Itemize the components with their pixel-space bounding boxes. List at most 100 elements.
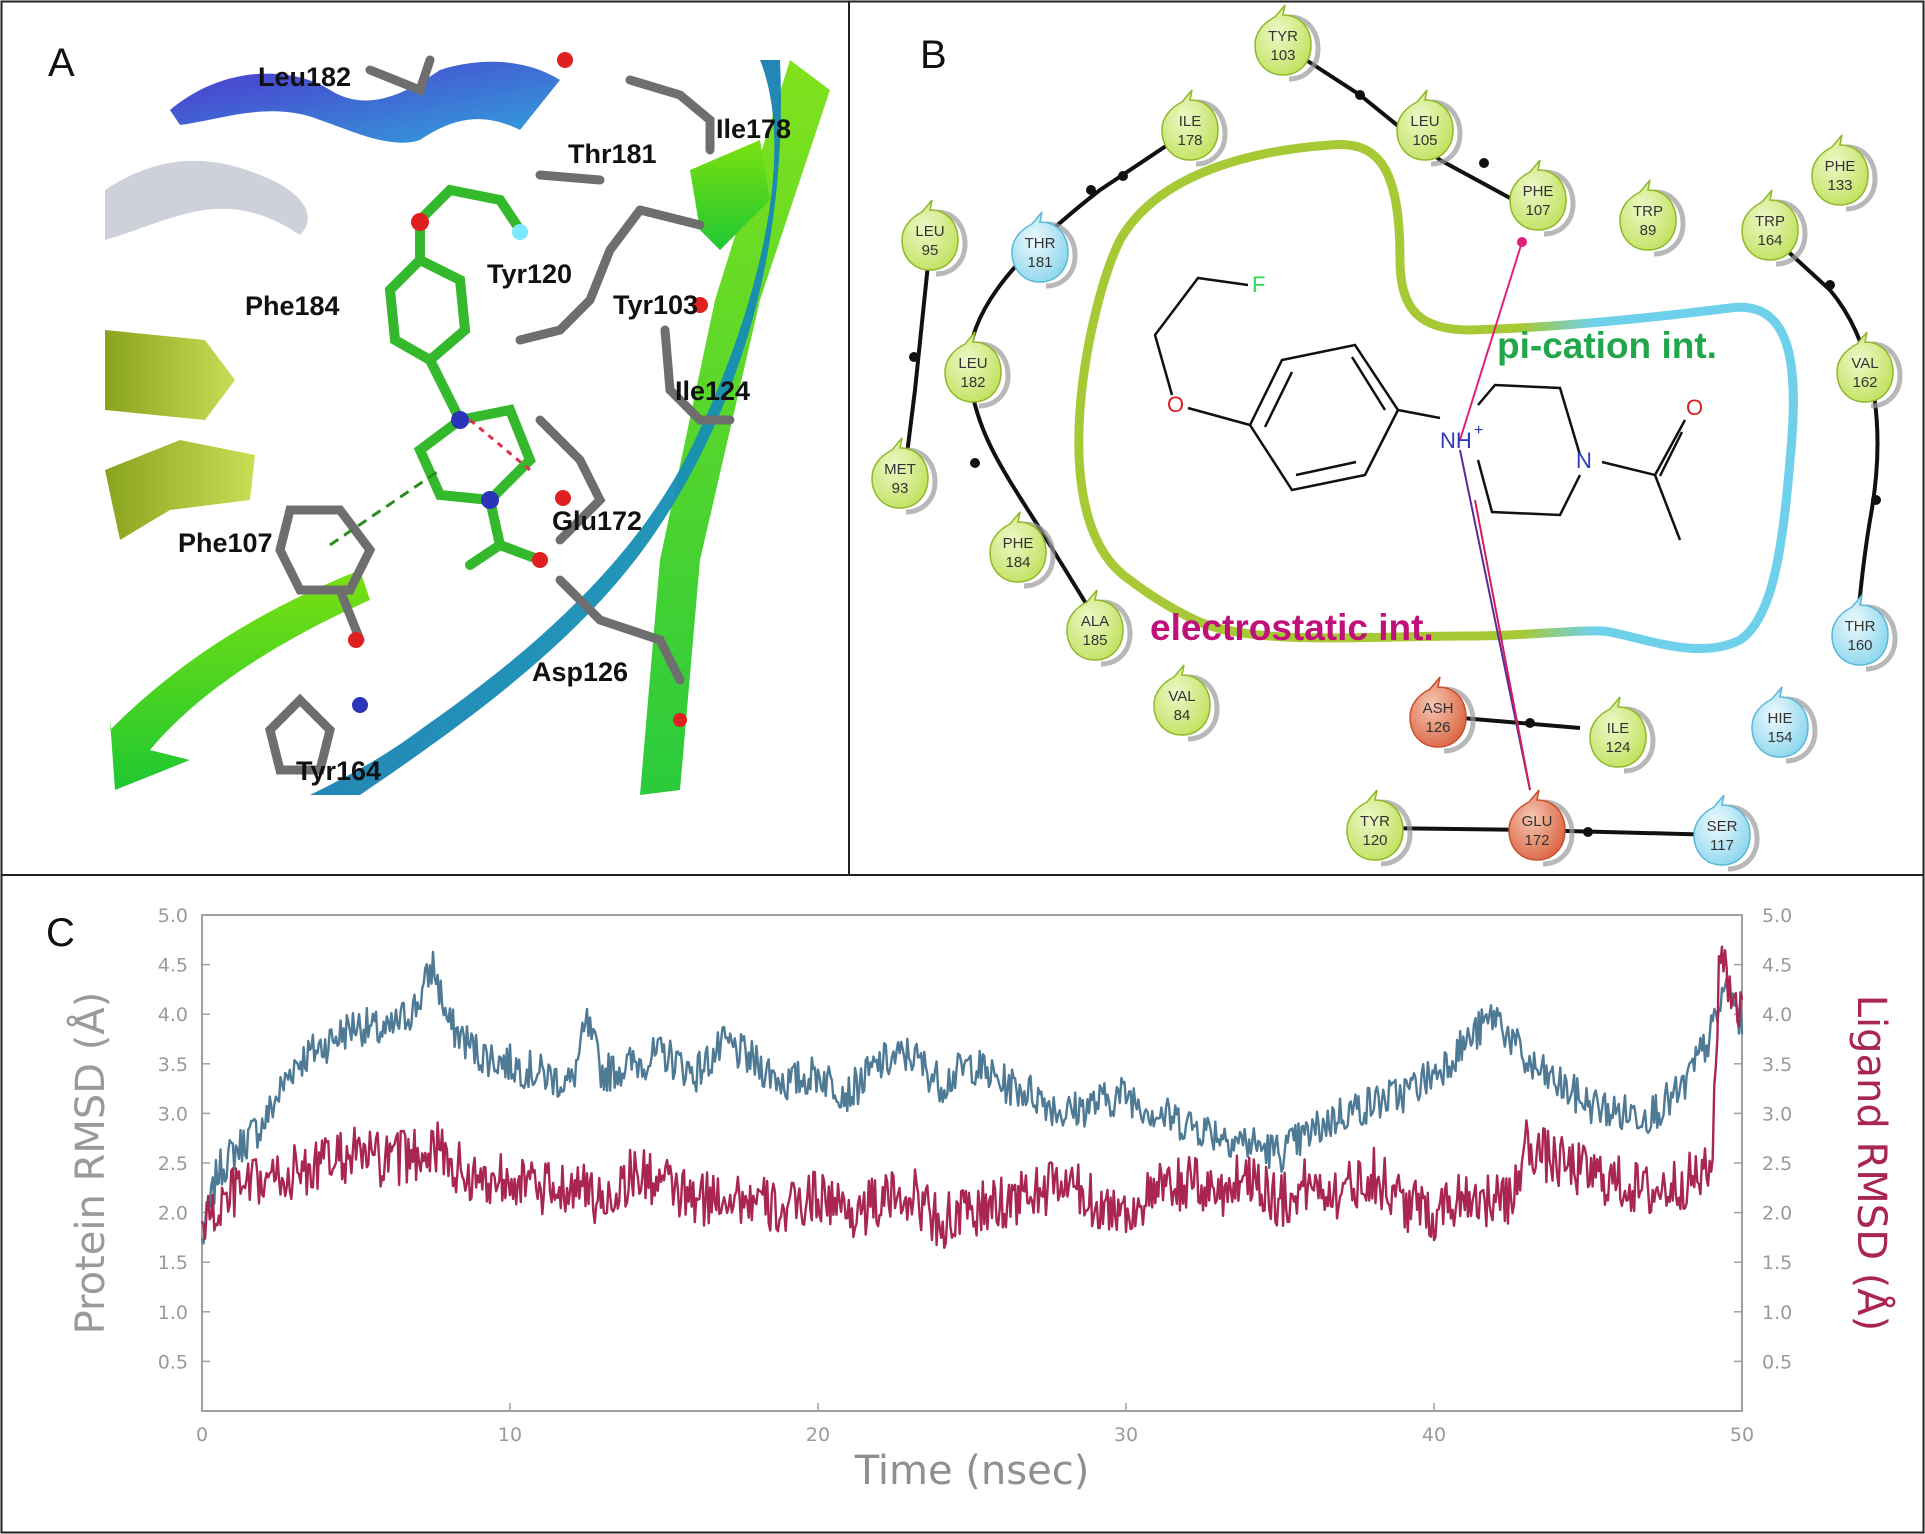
residue-name: ALA [1081,613,1109,630]
residue-number: 133 [1827,177,1852,194]
y-tick-label-left: 1.0 [158,1302,188,1324]
pi-cation-dash [329,468,441,547]
residue-bubble-body [1011,211,1069,283]
y-tick-label-right: 2.5 [1762,1153,1792,1175]
ligand-piperazine-ring [1476,383,1582,517]
ligand-oxygen-atom [411,213,429,231]
residue-bubble-shadow [1845,144,1878,212]
residue-number: 154 [1767,729,1792,746]
residue-bubble-body [989,511,1047,583]
residue-bubble-shadow [1653,189,1686,257]
residue-nitrogen-1 [352,697,368,713]
residue-bubble-thr160: THR 160 [1831,594,1898,672]
y-tick-label-left: 4.0 [158,1004,188,1026]
residue-bubble-phe107: PHE 107 [1509,159,1576,237]
sticks-tyr164 [265,693,335,775]
y-tick-label-right: 4.0 [1762,1004,1792,1026]
residue-name: PHE [1003,535,1034,552]
residue-bubble-shadow [1430,99,1463,167]
electrostatic-line-2 [1474,499,1531,791]
residue-number: 89 [1640,222,1657,239]
ligand-atoms [348,52,708,727]
sticks-leu182 [365,55,435,96]
y-tick-label-left: 2.5 [158,1153,188,1175]
residue-number: 117 [1710,837,1734,854]
ligand-cation-label: NH [1440,428,1472,453]
residue-label-ile124: Ile124 [675,376,750,406]
strand-green-mid [690,140,770,250]
y-tick-label-right: 0.5 [1762,1351,1792,1373]
residue-name: PHE [1825,158,1856,175]
ligand-amide-nitrogen-label: N [1576,448,1592,473]
ligand-nitrogen-atom-2 [481,491,499,509]
sticks-glu172 [535,415,606,545]
strand-olive-left-2 [105,440,255,540]
residue-bubble-shadow [1100,599,1133,667]
backbone-tyr103-phe107 [1281,43,1511,200]
x-tick-label: 40 [1422,1424,1446,1446]
chart-lines [200,945,1744,1249]
x-tick-label: 0 [196,1424,208,1446]
backbone-dot [970,458,980,468]
panel-c: C 0.5 0.5 1.0 1.0 1.5 1.5 2.0 2.0 2.5 2.5 3.0 3.0 3.… [46,905,1896,1494]
residue-number: 95 [922,242,939,259]
residue-number: 162 [1852,374,1877,391]
residue-bubble-body [901,199,959,271]
residue-bubble-hie154: HIE 154 [1751,686,1818,764]
strand-green-bottom-left [110,570,370,790]
residue-bubble-ile124: ILE 124 [1589,696,1656,774]
residue-name: PHE [1523,183,1554,200]
residue-number: 107 [1525,202,1550,219]
residue-bubble-shadow [1195,99,1228,167]
residue-name: ILE [1179,113,1202,130]
x-tick-label: 20 [806,1424,830,1446]
residue-bubble-leu182: LEU 182 [944,331,1011,409]
ligand-2d [1153,276,1687,541]
residue-label-tyr164: Tyr164 [296,756,381,786]
residue-name: ASH [1423,700,1454,717]
residue-number: 103 [1270,47,1295,64]
residue-bubble-glu172: GLU 172 [1508,789,1575,867]
residue-name: VAL [1168,688,1195,705]
residue-number: 93 [892,480,909,497]
protein-ribbons [105,60,830,795]
backbone-dot [1583,827,1593,837]
y-tick-label-left: 5.0 [158,905,188,927]
ligand-carbonyl-oxygen-label: O [1686,395,1703,420]
residue-label-ile178: Ile178 [716,114,791,144]
residue-number: 84 [1174,707,1191,724]
residue-bubble-body [1396,89,1454,161]
residue-bubble-shadow [1727,804,1760,872]
residue-label-tyr103: Tyr103 [613,290,698,320]
ligand-benzene-inner [1263,356,1387,477]
residue-bubble-tyr120: TYR 120 [1346,789,1413,867]
residue-bubble-shadow [1865,604,1898,672]
x-tick-label: 50 [1730,1424,1754,1446]
residue-bubble-body [1161,89,1219,161]
residue-bubble-body [1254,4,1312,76]
residue-bubble-tyr103: TYR 103 [1254,4,1321,82]
residue-name: LEU [958,355,987,372]
residue-bubble-body [944,331,1002,403]
ligand-rmsd-line [200,945,1744,1249]
residue-bubble-body [1831,594,1889,666]
helix-ribbon-blue [170,61,560,143]
backbone-dots [909,90,1881,837]
y-tick-label-right: 5.0 [1762,905,1792,927]
residue-label-tyr120: Tyr120 [487,259,572,289]
strand-green-right [640,60,830,795]
ligand-ether-bond [1187,406,1251,427]
residue-bubble-body [1741,189,1799,261]
residue-number: 124 [1605,739,1630,756]
sticks-thr181 [535,170,605,185]
residue-number: 120 [1362,832,1387,849]
x-tick-label: 10 [498,1424,522,1446]
panel-a-residue-labels: Leu182 Ile178 Thr181 Tyr120 Tyr103 Phe18… [178,62,791,786]
residue-bubble-shadow [935,209,968,277]
residue-bubble-body [1409,676,1467,748]
residue-number: 184 [1005,554,1030,571]
residue-bubble-ser117: SER 117 [1693,794,1760,872]
residue-bubble-met93: MET 93 [871,437,938,515]
ligand-carbonyl-oxygen [532,552,548,568]
